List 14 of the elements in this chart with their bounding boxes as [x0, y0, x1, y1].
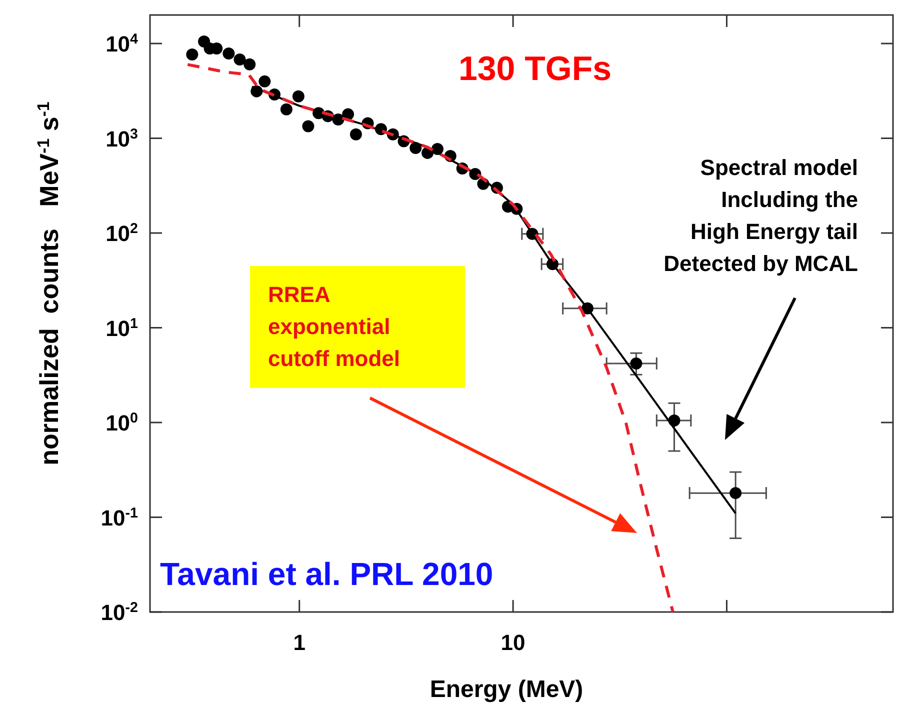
annotation: Spectral model Including the High Energy tail Detected by MCAL — [664, 155, 858, 276]
y-tick-label: 10$^{0}$ — [106, 410, 138, 436]
annotation: RREA exponential cutoff model — [268, 282, 400, 371]
x-axis-title: Energy (MeV) — [430, 676, 584, 703]
y-tick-label: 10$^{2}$ — [106, 221, 138, 246]
annotation: Tavani et al. PRL 2010 — [160, 556, 494, 592]
x-tick-label: 1 — [293, 630, 306, 655]
y-tick-label: 10$^{1}$ — [106, 316, 138, 341]
annotation: 130 TGFs — [458, 50, 612, 88]
y-tick-label: 10$^{-1}$ — [100, 505, 138, 530]
y-tick-label: 10$^{3}$ — [106, 126, 138, 152]
y-tick-label: 10$^{4}$ — [106, 32, 138, 57]
x-tick-label: 10 — [500, 630, 526, 655]
y-tick-label: 10$^{-2}$ — [100, 600, 138, 625]
